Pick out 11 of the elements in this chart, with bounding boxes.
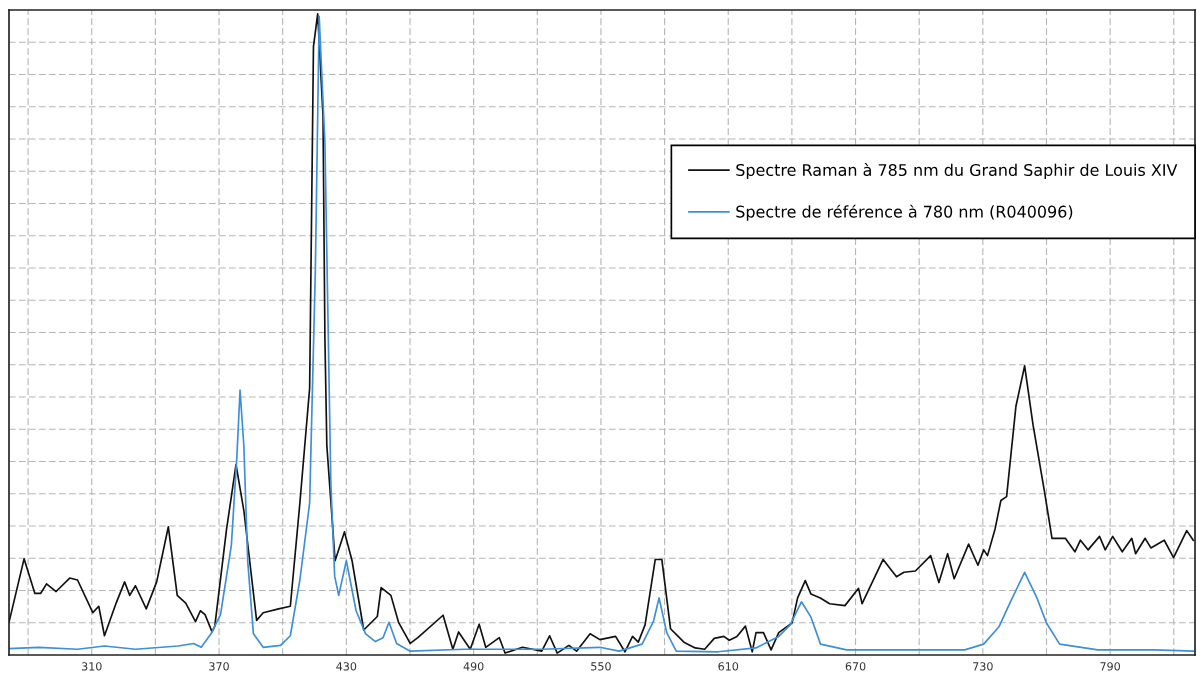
x-tick-label: 430	[336, 662, 357, 671]
x-tick-label: 730	[973, 662, 993, 671]
legend-label: Spectre Raman à 785 nm du Grand Saphir de Louis XIV	[736, 163, 1178, 180]
x-tick-label: 550	[591, 662, 611, 671]
legend-label: Spectre de référence à 780 nm (R040096)	[736, 204, 1073, 221]
x-tick-label: 670	[845, 662, 866, 671]
x-tick-label: 310	[81, 662, 102, 671]
x-tick-label: 610	[718, 662, 739, 671]
x-tick-label: 790	[1100, 662, 1120, 671]
x-tick-label: 370	[209, 662, 229, 671]
x-tick-label: 490	[463, 662, 484, 671]
